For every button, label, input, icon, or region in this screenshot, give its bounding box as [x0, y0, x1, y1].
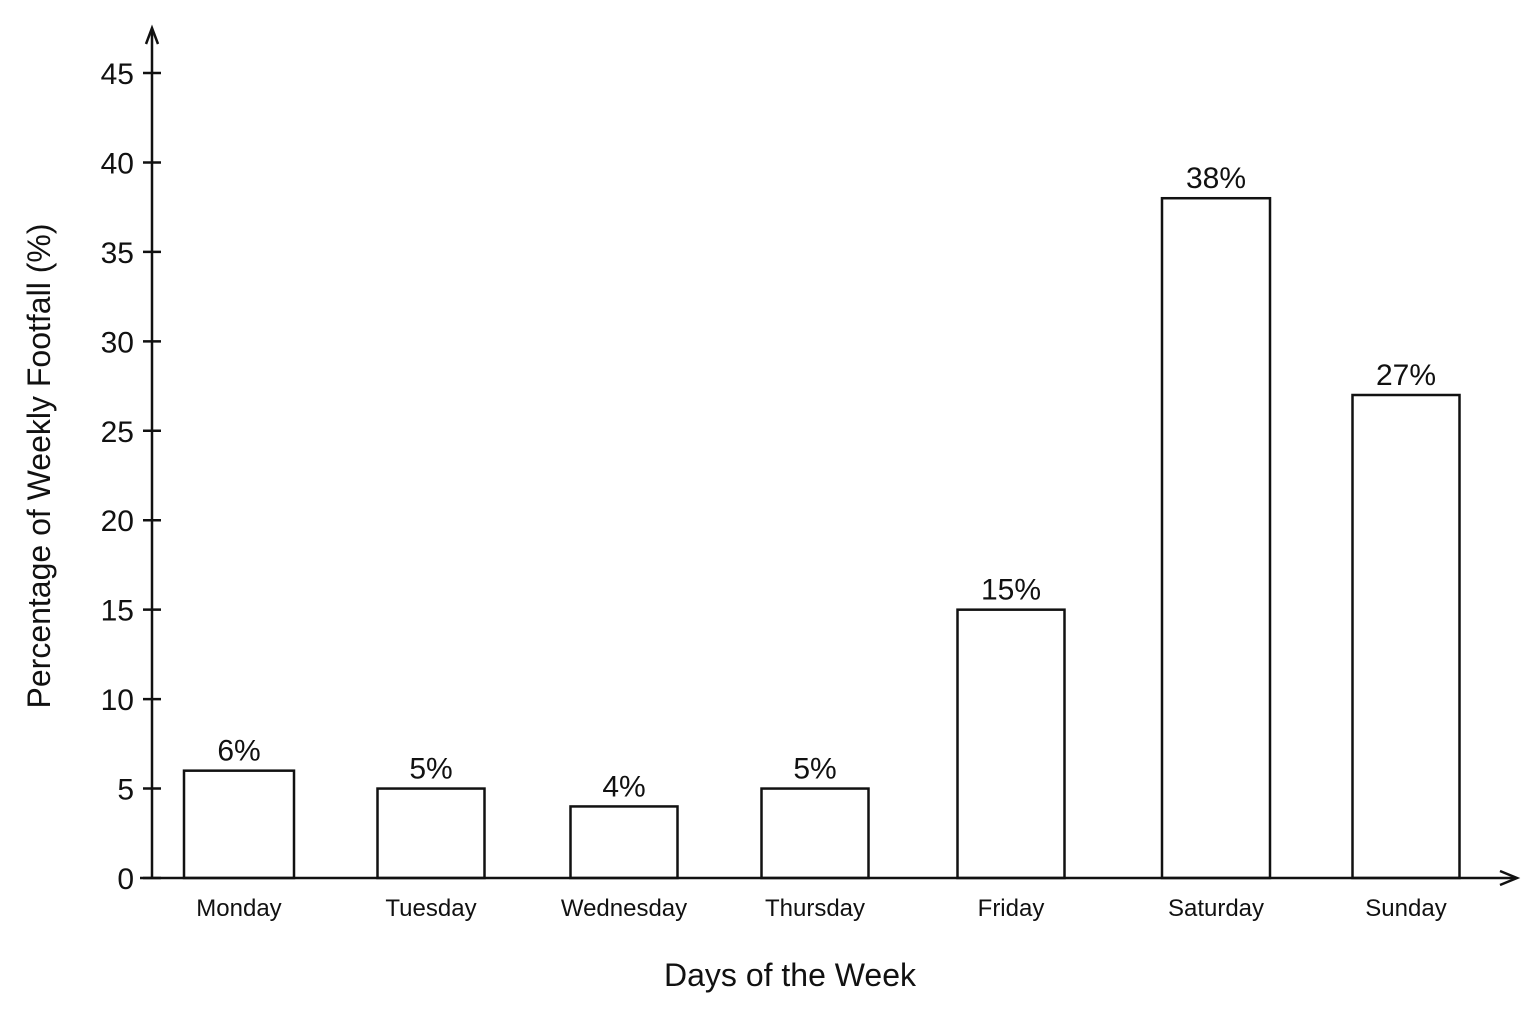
y-tick-label: 35: [101, 237, 134, 270]
ticks-layer: [143, 71, 161, 880]
labels-layer: 0 5 10 15 20 25 30 35 40 45 6% Monday 5% Tuesday 4% Wed…: [101, 58, 1447, 922]
bar-saturday: [1160, 196, 1272, 880]
bar-thursday: [760, 787, 870, 880]
data-label-monday: 6%: [217, 735, 260, 768]
axes-layer: [140, 24, 1521, 887]
data-label-sunday: 27%: [1376, 359, 1436, 392]
data-label-thursday: 5%: [793, 753, 836, 786]
data-label-tuesday: 5%: [409, 753, 452, 786]
x-tick-label-sunday: Sunday: [1365, 895, 1446, 922]
y-axis-arrow: [144, 24, 160, 45]
x-tick-label-wednesday: Wednesday: [561, 895, 687, 922]
y-tick-label: 15: [101, 595, 134, 628]
x-axis-title: Days of the Week: [664, 957, 917, 993]
bar-sunday: [1351, 393, 1461, 880]
data-label-friday: 15%: [981, 574, 1041, 607]
y-tick-label: 20: [101, 505, 134, 538]
y-axis-title: Percentage of Weekly Footfall (%): [21, 224, 57, 709]
bar-monday: [182, 769, 296, 880]
bars-layer: [182, 196, 1461, 880]
data-label-wednesday: 4%: [602, 770, 645, 803]
y-tick-label: 10: [101, 684, 134, 717]
y-tick-label: 5: [117, 774, 134, 807]
x-tick-label-saturday: Saturday: [1168, 895, 1264, 922]
y-tick-label: 40: [101, 147, 134, 180]
bar-wednesday: [569, 805, 679, 880]
x-tick-label-tuesday: Tuesday: [385, 895, 476, 922]
y-tick-label: 45: [101, 58, 134, 91]
bar-friday: [956, 608, 1066, 880]
bar-tuesday: [376, 787, 486, 880]
y-tick-label: 0: [117, 863, 134, 896]
x-tick-label-thursday: Thursday: [765, 895, 865, 922]
y-tick-label: 25: [101, 416, 134, 449]
x-axis-arrow: [1499, 869, 1521, 887]
data-label-saturday: 38%: [1186, 162, 1246, 195]
x-tick-label-monday: Monday: [196, 895, 281, 922]
x-tick-label-friday: Friday: [978, 895, 1045, 922]
y-tick-label: 30: [101, 326, 134, 359]
